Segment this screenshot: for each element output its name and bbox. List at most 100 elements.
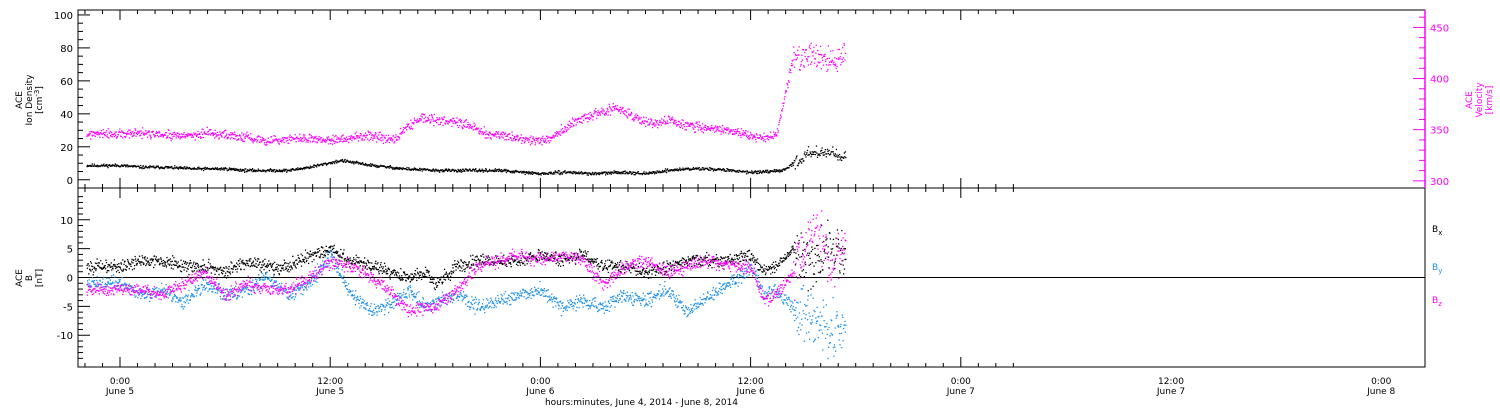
b-x-series-point (117, 264, 118, 265)
b-y-series-point (96, 280, 97, 281)
b-x-series-point (139, 261, 140, 262)
b-x-series-point (278, 264, 279, 265)
b-x-series-point (273, 270, 274, 271)
b-x-series-point (523, 263, 524, 264)
b-x-series-point (252, 265, 253, 266)
velocity-series-point (118, 134, 119, 135)
b-x-series-point (146, 261, 147, 262)
b-x-series-point (527, 263, 528, 264)
ion-density-series-point (803, 160, 804, 161)
b-x-series-point (787, 252, 788, 253)
velocity-series-point (772, 136, 773, 137)
b-x-series-point (127, 259, 128, 260)
velocity-series-point (812, 52, 813, 53)
velocity-series-point (90, 133, 91, 134)
ion-density-series-point (464, 171, 465, 172)
velocity-series-point (830, 51, 831, 52)
velocity-series-point (842, 47, 843, 48)
b-x-series-point (118, 266, 119, 267)
velocity-series-point (790, 72, 791, 73)
velocity-series-point (439, 119, 440, 120)
ion-density-series-point (238, 169, 239, 170)
b-x-series-point (596, 262, 597, 263)
velocity-series-point (334, 143, 335, 144)
velocity-series-point (600, 114, 601, 115)
ion-density-series-point (837, 159, 838, 160)
b-x-series-point (163, 260, 164, 261)
ion-density-series-point (805, 156, 806, 157)
b-x-series-point (481, 256, 482, 257)
velocity-series-point (609, 104, 610, 105)
velocity-series-point (683, 124, 684, 125)
b-x-series-point (815, 254, 816, 255)
ion-density-series-point (316, 166, 317, 167)
b-x-series-point (109, 265, 110, 266)
velocity-series-point (199, 134, 200, 135)
b-x-series-point (464, 261, 465, 262)
velocity-series-point (836, 58, 837, 59)
velocity-series-point (480, 131, 481, 132)
b-x-series-point (807, 242, 808, 243)
ion-density-series-point (828, 153, 829, 154)
b-x-series-point (293, 263, 294, 264)
velocity-series-point (357, 137, 358, 138)
velocity-series-point (452, 121, 453, 122)
b-x-series-point (557, 262, 558, 263)
b-x-series-point (582, 254, 583, 255)
b-x-series-point (308, 263, 309, 264)
velocity-series-point (675, 123, 676, 124)
b-x-series-point (825, 258, 826, 259)
velocity-series-point (460, 119, 461, 120)
b-x-series-point (712, 259, 713, 260)
ion-density-series-point (607, 174, 608, 175)
velocity-series-point (750, 132, 751, 133)
velocity-series-point (193, 132, 194, 133)
b-y-series-point (114, 276, 115, 277)
ion-density-series-point (843, 158, 844, 159)
b-x-series-point (143, 263, 144, 264)
b-x-series-point (602, 262, 603, 263)
velocity-series-point (264, 140, 265, 141)
velocity-series-point (813, 51, 814, 52)
b-x-series-point (639, 263, 640, 264)
velocity-series-point (741, 128, 742, 129)
velocity-series-point (541, 140, 542, 141)
velocity-series-point (176, 137, 177, 138)
velocity-series-point (548, 137, 549, 138)
velocity-series-point (466, 119, 467, 120)
velocity-series-point (735, 129, 736, 130)
velocity-series-point (780, 118, 781, 119)
velocity-series-point (629, 109, 630, 110)
b-x-series-point (832, 244, 833, 245)
b-x-series-point (670, 263, 671, 264)
velocity-series-point (403, 129, 404, 130)
top-left-tick-label: 80 (60, 44, 73, 55)
velocity-series-point (413, 123, 414, 124)
b-x-series-point (222, 273, 223, 274)
b-x-series-point (274, 262, 275, 263)
b-x-series-point (773, 266, 774, 267)
velocity-series-point (565, 127, 566, 128)
velocity-series-point (830, 64, 831, 65)
velocity-series-point (289, 135, 290, 136)
b-x-series-point (289, 271, 290, 272)
b-x-series-point (286, 268, 287, 269)
velocity-series-point (546, 142, 547, 143)
b-x-series-point (343, 249, 344, 250)
ion-density-series-point (153, 166, 154, 167)
velocity-series-point (368, 131, 369, 132)
velocity-series-point (441, 122, 442, 123)
b-x-series-point (758, 263, 759, 264)
b-x-series-point (792, 246, 793, 247)
ion-density-series-point (451, 171, 452, 172)
ion-density-series-point (573, 173, 574, 174)
ion-density-series-point (244, 170, 245, 171)
velocity-series-point (153, 131, 154, 132)
ion-density-series-point (239, 171, 240, 172)
velocity-series-point (705, 127, 706, 128)
velocity-series-point (596, 114, 597, 115)
velocity-series-point (167, 135, 168, 136)
b-x-series-point (756, 262, 757, 263)
velocity-series-point (705, 125, 706, 126)
b-x-series-point (169, 264, 170, 265)
